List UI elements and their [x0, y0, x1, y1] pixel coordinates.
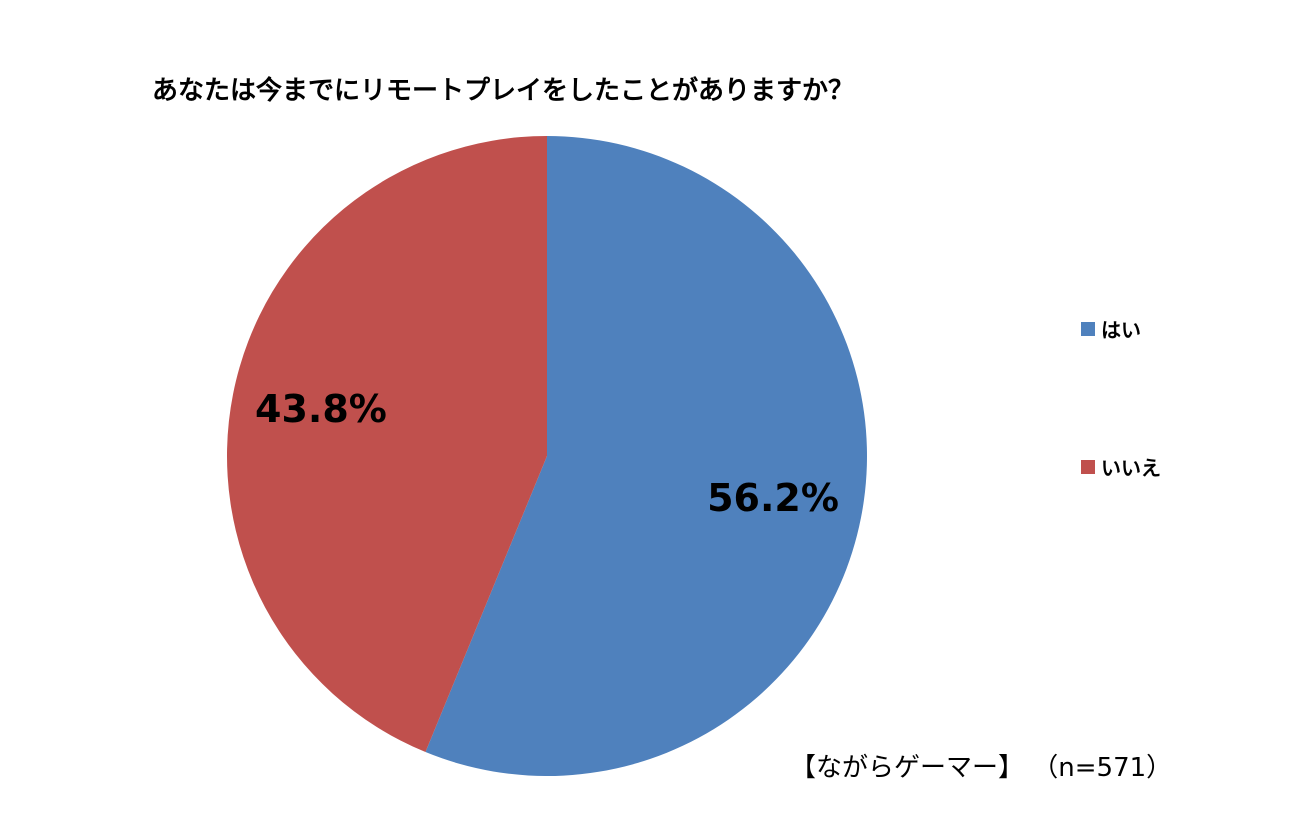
pie-slice-yes	[425, 136, 867, 776]
legend-label-yes: はい	[1101, 318, 1141, 342]
data-label-yes: 56.2%	[707, 476, 839, 520]
legend-item-no: いいえ	[1081, 452, 1161, 481]
data-label-no: 43.8%	[255, 387, 387, 431]
legend-item-yes: はい	[1081, 314, 1141, 343]
legend-swatch-no	[1081, 459, 1095, 474]
pie-data-labels: 56.2% 43.8%	[255, 387, 839, 520]
source-note: 【ながらゲーマー】 （n=571）	[790, 753, 1173, 783]
legend-label-no: いいえ	[1101, 456, 1161, 480]
legend-swatch-yes	[1081, 321, 1095, 336]
chart-title: あなたは今までにリモートプレイをしたことがありますか？	[152, 76, 855, 106]
pie-slices	[226, 136, 867, 776]
pie-slice-no	[226, 136, 547, 753]
